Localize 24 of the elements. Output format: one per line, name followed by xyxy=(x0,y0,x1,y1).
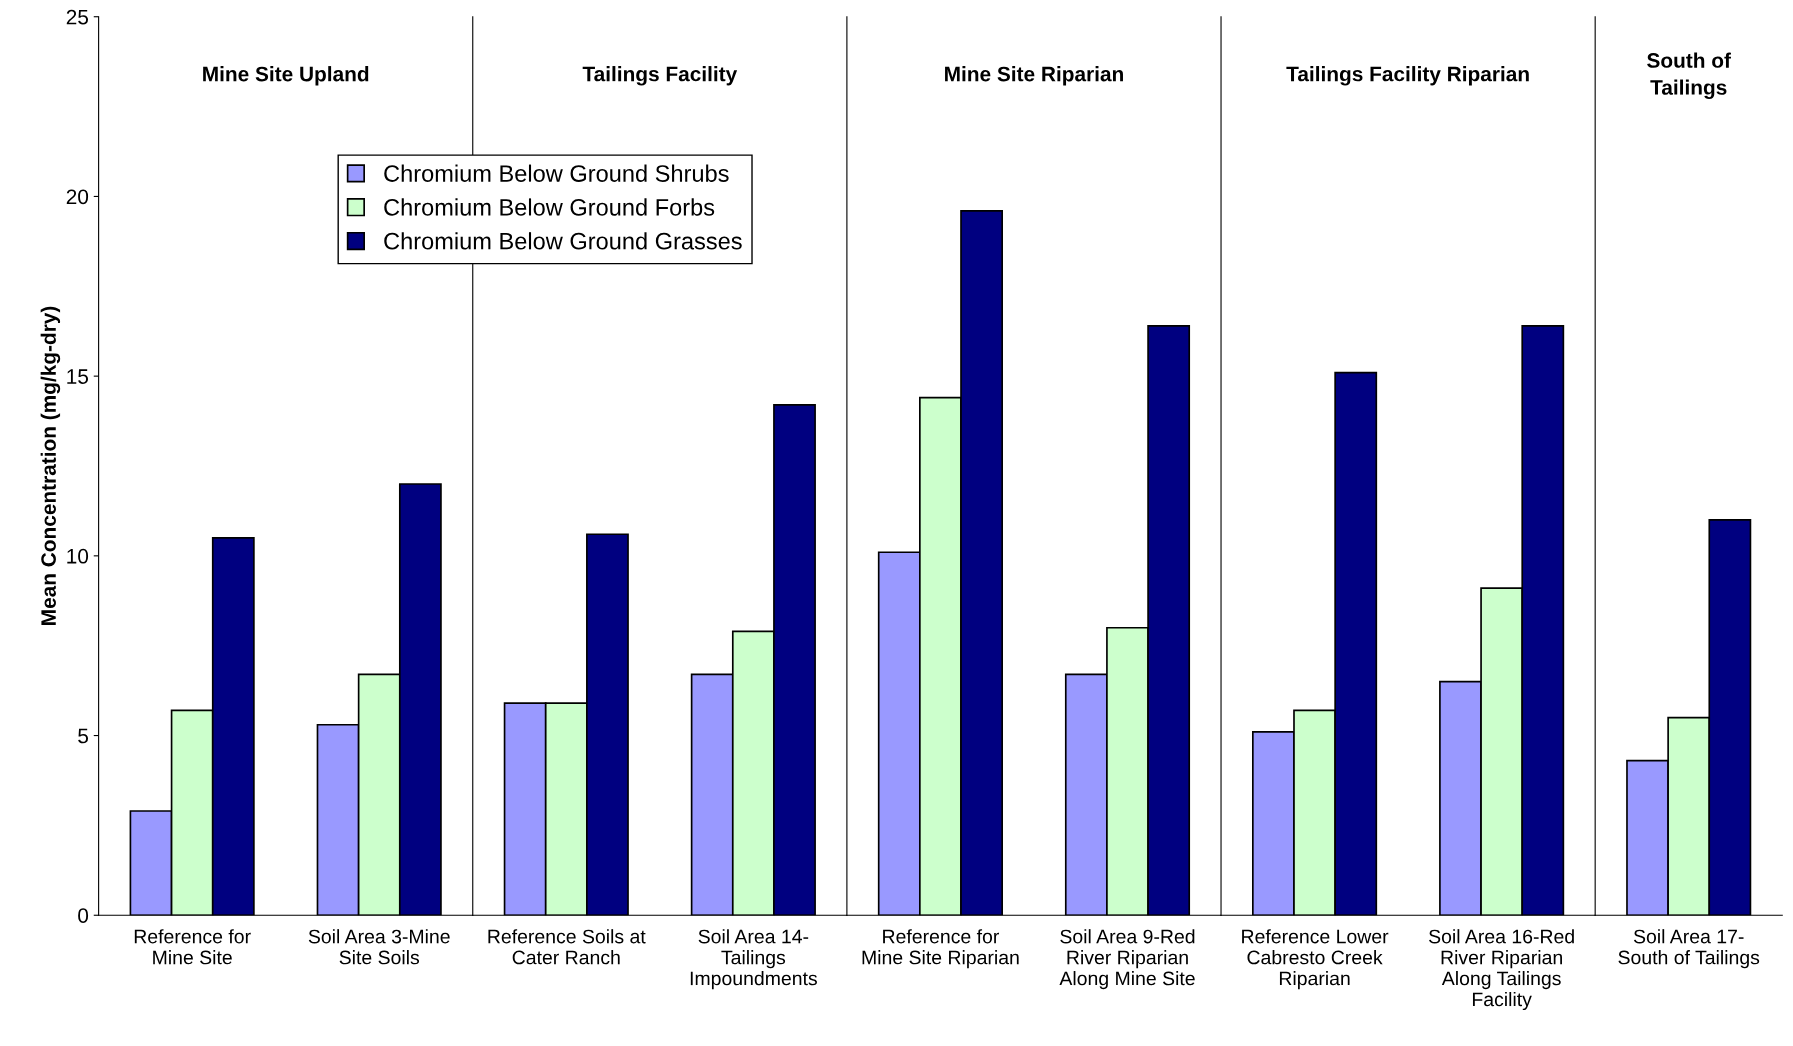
text: South of Tailings xyxy=(1647,52,1731,100)
x-tick-label: Reference for Mine Site xyxy=(134,929,251,965)
x-tick-label: Reference for Mine Site Riparian xyxy=(862,929,1019,969)
y-tick-label: 5 xyxy=(78,728,89,744)
y-tick-label: 15 xyxy=(67,369,89,384)
text: Tailings Facility xyxy=(582,66,738,86)
y-tick-label: 20 xyxy=(66,189,89,205)
x-tick-label: Soil Area 16-Red River Riparian Along Tailings Facility xyxy=(1429,929,1574,1011)
x-tick-label: Soil Area 14- Tailings Impoundments xyxy=(690,929,817,990)
y-tick-label: 25 xyxy=(66,9,89,25)
legend-label: Chromium Below Ground Grasses xyxy=(384,232,742,250)
x-tick-label: Soil Area 9-Red River Riparian Along Mine Site xyxy=(1059,929,1195,990)
x-tick-label: Soil Area 17- South of Tailings xyxy=(1618,929,1760,969)
x-tick-label: Reference Lower Cabresto Creek Riparian xyxy=(1242,929,1389,990)
y-axis-title: Mean Concentration (mg/kg-dry) xyxy=(40,306,61,625)
text: Mine Site Upland xyxy=(203,66,369,86)
text: Mine Site Riparian xyxy=(945,66,1123,86)
x-tick-label: Soil Area 3-Mine Site Soils xyxy=(308,929,450,965)
legend-label: Chromium Below Ground Forbs xyxy=(384,198,715,216)
text: Tailings Facility Riparian xyxy=(1286,66,1529,86)
legend-label: Chromium Below Ground Shrubs xyxy=(384,164,729,182)
y-tick-label: 10 xyxy=(67,548,89,564)
y-tick-label: 0 xyxy=(78,908,89,923)
x-tick-label: Reference Soils at Cater Ranch xyxy=(488,929,646,965)
